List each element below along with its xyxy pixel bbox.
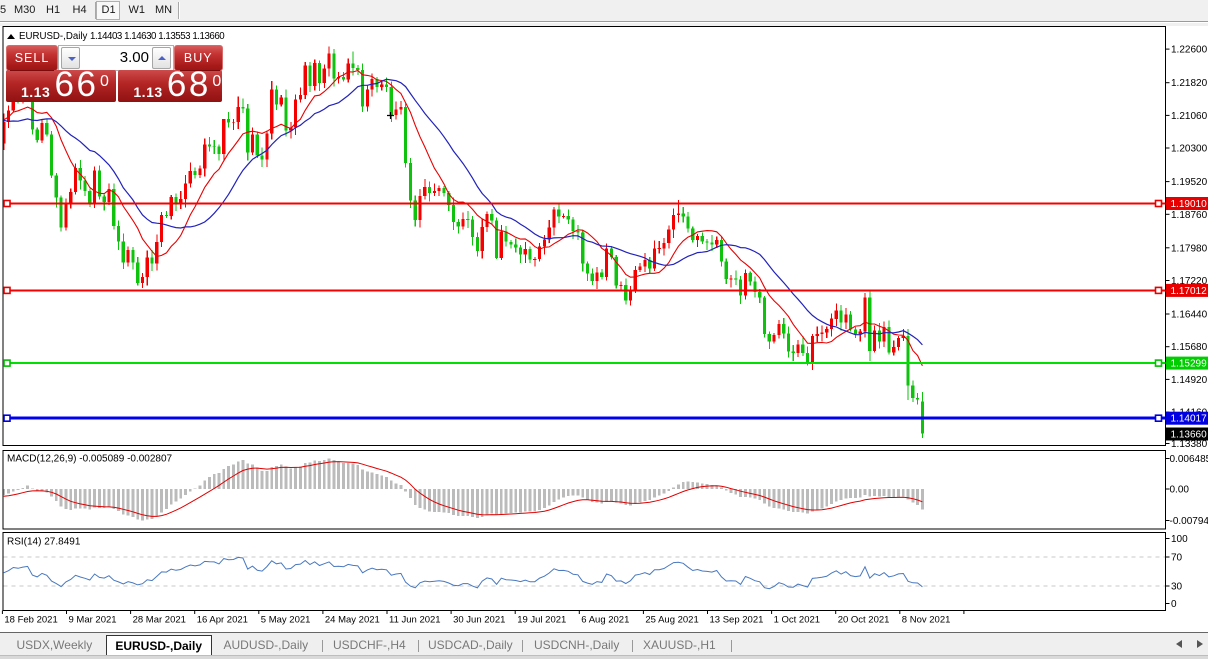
svg-text:28 Mar 2021: 28 Mar 2021: [133, 615, 186, 626]
svg-text:9 Mar 2021: 9 Mar 2021: [69, 615, 117, 626]
svg-text:1.21820: 1.21820: [1171, 78, 1208, 89]
svg-text:1.20300: 1.20300: [1171, 144, 1208, 155]
svg-text:1.21060: 1.21060: [1171, 111, 1208, 122]
svg-text:1.17012: 1.17012: [1171, 286, 1208, 297]
svg-text:100: 100: [1171, 534, 1188, 545]
svg-text:1.19520: 1.19520: [1171, 177, 1208, 188]
svg-text:20 Oct 2021: 20 Oct 2021: [838, 615, 890, 626]
svg-text:1.13660: 1.13660: [1171, 430, 1208, 441]
svg-text:70: 70: [1171, 553, 1183, 564]
svg-text:30: 30: [1171, 582, 1183, 593]
svg-text:MACD(12,26,9) -0.005089 -0.002: MACD(12,26,9) -0.005089 -0.002807: [7, 454, 173, 465]
svg-text:8 Nov 2021: 8 Nov 2021: [902, 615, 951, 626]
svg-text:1.18760: 1.18760: [1171, 210, 1208, 221]
svg-text:18 Feb 2021: 18 Feb 2021: [4, 615, 57, 626]
svg-text:0.00: 0.00: [1170, 485, 1190, 496]
svg-text:25 Aug 2021: 25 Aug 2021: [645, 615, 698, 626]
svg-text:1.15680: 1.15680: [1171, 342, 1208, 353]
svg-text:1.16440: 1.16440: [1171, 310, 1208, 321]
svg-text:1.19010: 1.19010: [1171, 199, 1208, 210]
svg-text:RSI(14) 27.8491: RSI(14) 27.8491: [7, 537, 81, 548]
svg-text:0.006485: 0.006485: [1170, 454, 1208, 465]
svg-text:0: 0: [1171, 599, 1177, 610]
svg-text:1.14920: 1.14920: [1171, 375, 1208, 386]
svg-text:1.22600: 1.22600: [1171, 45, 1208, 56]
svg-text:6 Aug 2021: 6 Aug 2021: [581, 615, 629, 626]
svg-text:5 May 2021: 5 May 2021: [261, 615, 311, 626]
svg-text:24 May 2021: 24 May 2021: [325, 615, 380, 626]
svg-text:-0.007947: -0.007947: [1170, 516, 1208, 527]
svg-text:30 Jun 2021: 30 Jun 2021: [453, 615, 505, 626]
svg-text:13 Sep 2021: 13 Sep 2021: [710, 615, 764, 626]
svg-text:1.17980: 1.17980: [1171, 243, 1208, 254]
svg-text:1.17220: 1.17220: [1171, 276, 1208, 287]
svg-text:16 Apr 2021: 16 Apr 2021: [197, 615, 248, 626]
svg-text:1.14017: 1.14017: [1171, 414, 1208, 425]
svg-text:1.13380: 1.13380: [1171, 439, 1208, 450]
svg-text:1 Oct 2021: 1 Oct 2021: [774, 615, 820, 626]
svg-text:1.15299: 1.15299: [1171, 359, 1208, 370]
svg-text:19 Jul 2021: 19 Jul 2021: [517, 615, 566, 626]
svg-text:11 Jun 2021: 11 Jun 2021: [389, 615, 441, 626]
